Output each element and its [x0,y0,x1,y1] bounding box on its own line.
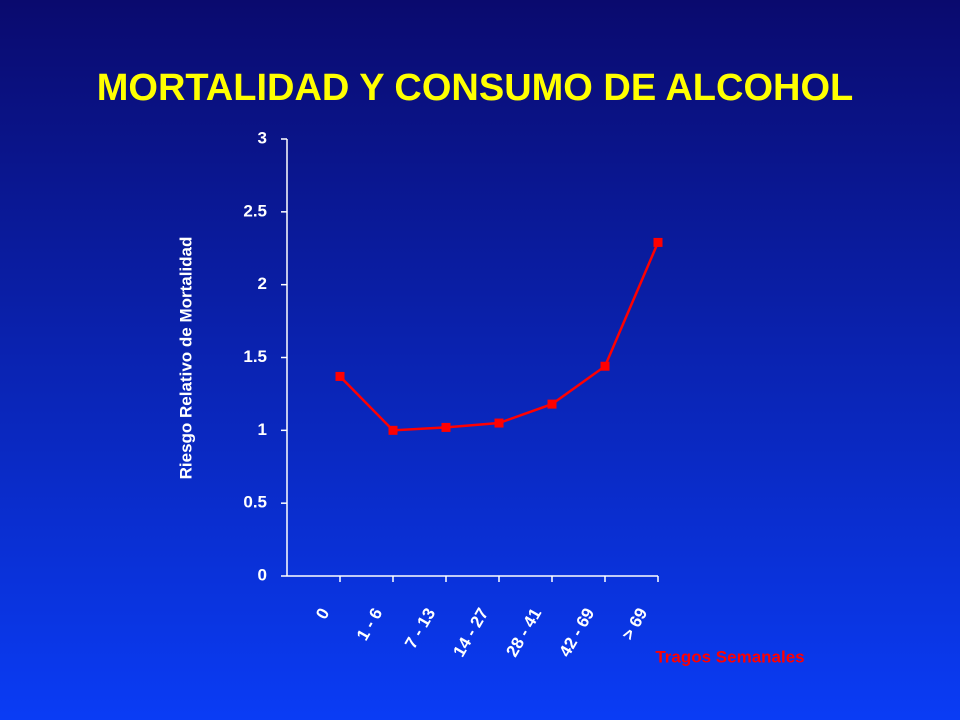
data-point [494,418,504,428]
data-point [653,237,663,247]
data-point [547,399,557,409]
data-point [388,425,398,435]
data-point [600,361,610,371]
data-point [441,422,451,432]
y-tick-label: 2.5 [243,201,267,220]
y-tick-label: 0.5 [243,493,267,512]
y-tick-label: 3 [258,128,267,147]
y-tick-label: 2 [258,274,267,293]
y-tick-label: 0 [258,565,267,584]
data-point [335,371,345,381]
y-tick-label: 1.5 [243,347,267,366]
y-axis-label: Riesgo Relativo de Mortalidad [176,237,195,480]
x-axis-label: Tragos Semanales [655,647,804,666]
y-tick-label: 1 [258,420,267,439]
chart-title: MORTALIDAD Y CONSUMO DE ALCOHOL [97,67,853,109]
